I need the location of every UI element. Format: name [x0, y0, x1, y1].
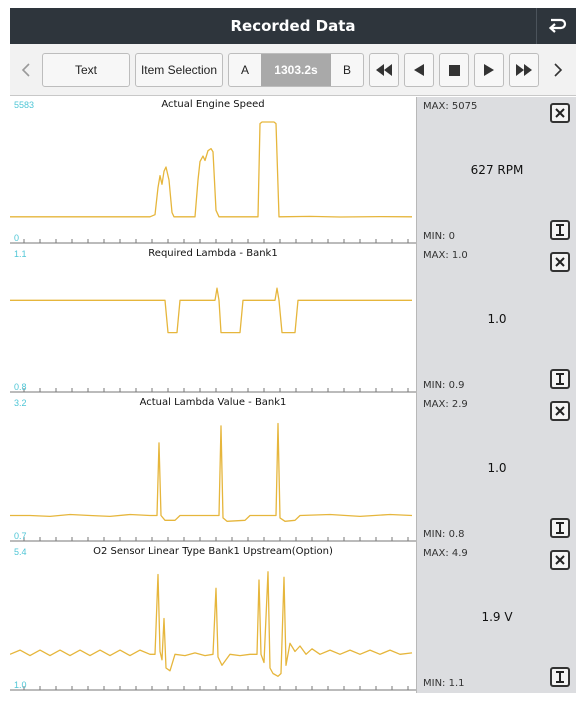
min-value: MIN: 0.9: [423, 380, 465, 391]
signal-trace: [10, 121, 413, 218]
y-min-label: 0.7: [14, 531, 27, 541]
graph-plot[interactable]: O2 Sensor Linear Type Bank1 Upstream(Opt…: [10, 544, 416, 693]
scale-button[interactable]: [550, 667, 570, 687]
remove-graph-button[interactable]: [550, 401, 570, 421]
scroll-right-button[interactable]: [548, 53, 568, 87]
play-icon: [484, 64, 494, 76]
graph-plot[interactable]: Actual Engine Speed 5583 0: [10, 97, 416, 246]
y-min-label: 0.8: [14, 382, 27, 392]
y-min-label: 0: [14, 233, 20, 243]
value-panel: MAX: 2.9 1.0 MIN: 0.8: [416, 395, 576, 544]
i-beam-icon: [556, 671, 564, 683]
max-value: MAX: 4.9: [423, 548, 468, 559]
trace-chart: [10, 287, 416, 393]
play-reverse-icon: [414, 64, 424, 76]
i-beam-icon: [556, 522, 564, 534]
graph-title: O2 Sensor Linear Type Bank1 Upstream(Opt…: [93, 546, 333, 557]
value-panel: MAX: 4.9 1.9 V MIN: 1.1: [416, 544, 576, 693]
graph-row: Actual Lambda Value - Bank1 3.2 0.7 MAX:…: [10, 395, 576, 544]
graph-plot[interactable]: Required Lambda - Bank1 1.1 0.8: [10, 246, 416, 395]
return-arrow-icon: [548, 18, 566, 33]
i-beam-icon: [556, 373, 564, 385]
fast-forward-icon: [516, 64, 532, 76]
rewind-button[interactable]: [369, 53, 399, 87]
graph-plot[interactable]: Actual Lambda Value - Bank1 3.2 0.7: [10, 395, 416, 544]
scale-button[interactable]: [550, 518, 570, 538]
close-icon: [555, 257, 565, 267]
graph-title: Actual Engine Speed: [161, 99, 265, 110]
item-selection-button[interactable]: Item Selection: [135, 53, 223, 87]
current-value: 1.9 V: [481, 610, 513, 624]
marker-b-button[interactable]: B: [342, 63, 351, 77]
y-max-label: 3.2: [14, 398, 27, 408]
chevron-right-icon: [554, 63, 563, 77]
current-value: 1.0: [487, 461, 507, 475]
max-value: MAX: 2.9: [423, 399, 468, 410]
marker-a-button[interactable]: A: [240, 63, 249, 77]
graph-title: Required Lambda - Bank1: [148, 248, 278, 259]
back-button[interactable]: [536, 8, 576, 44]
scale-button[interactable]: [550, 220, 570, 240]
play-button[interactable]: [474, 53, 504, 87]
scale-button[interactable]: [550, 369, 570, 389]
page-title: Recorded Data: [230, 17, 356, 35]
close-icon: [555, 406, 565, 416]
signal-trace: [10, 287, 412, 334]
remove-graph-button[interactable]: [550, 103, 570, 123]
rewind-icon: [376, 64, 392, 76]
value-panel: MAX: 1.0 1.0 MIN: 0.9: [416, 246, 576, 395]
trace-chart: [10, 571, 416, 691]
close-icon: [555, 108, 565, 118]
text-button[interactable]: Text: [42, 53, 130, 87]
y-max-label: 5.4: [14, 547, 27, 557]
max-value: MAX: 1.0: [423, 250, 468, 261]
stop-button[interactable]: [439, 53, 469, 87]
current-value: 1.0: [487, 312, 507, 326]
current-value: 627 RPM: [470, 163, 524, 177]
graph-list[interactable]: Actual Engine Speed 5583 0 MAX: 5075 627…: [10, 97, 576, 695]
ab-range-selector: A 1303.2s B: [228, 53, 364, 87]
graph-title: Actual Lambda Value - Bank1: [139, 397, 287, 408]
signal-trace: [10, 571, 413, 677]
trace-chart: [10, 422, 416, 542]
min-value: MIN: 0.8: [423, 529, 465, 540]
signal-trace: [10, 422, 413, 522]
graph-row: O2 Sensor Linear Type Bank1 Upstream(Opt…: [10, 544, 576, 693]
y-max-label: 1.1: [14, 249, 27, 259]
playback-toolbar: Text Item Selection A 1303.2s B: [10, 44, 576, 96]
stop-icon: [448, 64, 460, 76]
step-back-button[interactable]: [404, 53, 434, 87]
y-min-label: 1.0: [14, 680, 27, 690]
i-beam-icon: [556, 224, 564, 236]
graph-row: Actual Engine Speed 5583 0 MAX: 5075 627…: [10, 97, 576, 246]
y-max-label: 5583: [14, 100, 35, 110]
fast-forward-button[interactable]: [509, 53, 539, 87]
remove-graph-button[interactable]: [550, 252, 570, 272]
remove-graph-button[interactable]: [550, 550, 570, 570]
trace-chart: [10, 121, 416, 244]
chevron-left-icon: [21, 63, 30, 77]
graph-row: Required Lambda - Bank1 1.1 0.8 MAX: 1.0…: [10, 246, 576, 395]
value-panel: MAX: 5075 627 RPM MIN: 0: [416, 97, 576, 246]
min-value: MIN: 1.1: [423, 678, 465, 689]
min-value: MIN: 0: [423, 231, 455, 242]
close-icon: [555, 555, 565, 565]
time-readout: 1303.2s: [261, 54, 331, 86]
max-value: MAX: 5075: [423, 101, 478, 112]
header-bar: Recorded Data: [10, 8, 576, 44]
scroll-left-button[interactable]: [16, 53, 36, 87]
